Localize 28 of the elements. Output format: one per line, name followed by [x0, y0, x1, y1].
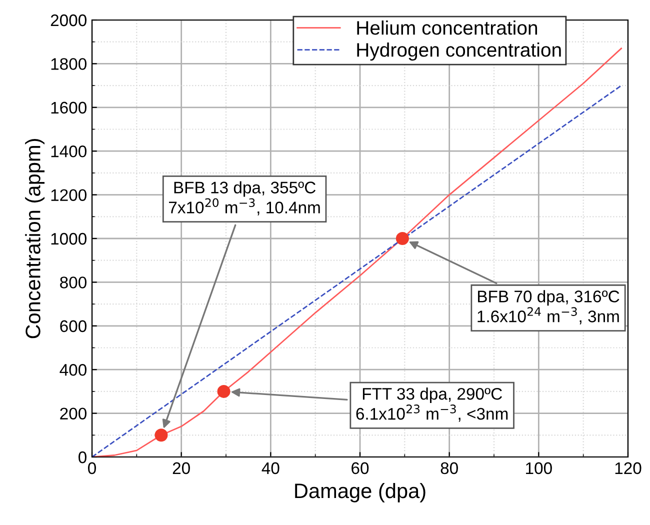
point [154, 428, 168, 442]
x-tick-label: 120 [615, 462, 642, 474]
y-tick-label: 2000 [50, 14, 86, 26]
x-tick-label: 0 [88, 462, 96, 474]
point [217, 384, 230, 398]
y-tick-label: 1600 [51, 102, 86, 114]
y-tick-label: 400 [60, 364, 86, 376]
y-tick-label: 800 [60, 276, 86, 288]
y-tick-label: 1400 [51, 146, 86, 158]
y-axis-title: Concentration (appm) [25, 139, 45, 338]
x-tick-label: 60 [352, 462, 369, 474]
x-tick-label: 20 [172, 462, 190, 474]
x-axis-title: Damage (dpa) [295, 482, 426, 502]
y-tick-label: 1200 [51, 189, 86, 202]
y-tick-label: 0 [78, 451, 86, 464]
annotation: BFB 13 dpa, 355ºC 7x10$^{20}$ m$^{−3}$, 10.4nm [169, 181, 320, 216]
x-tick-label: 100 [526, 462, 552, 474]
legend-label: Hydrogen concentration [357, 42, 561, 61]
y-tick-label: 600 [60, 320, 86, 332]
annotation: FTT 33 dpa, 290ºC 6.1x10$^{23}$ m$^{−3}$, <3nm [356, 388, 508, 422]
point [396, 232, 409, 246]
x-tick-label: 40 [262, 462, 280, 474]
y-tick-label: 1800 [51, 58, 86, 70]
y-tick-label: 200 [60, 408, 86, 420]
y-tick-label: 1000 [51, 232, 86, 245]
annotation: BFB 70 dpa, 316ºC 1.6x10$^{24}$ m$^{−3}$, 3nm [478, 290, 620, 324]
legend-label: Helium concentration [357, 20, 538, 35]
x-tick-label: 80 [440, 462, 458, 474]
